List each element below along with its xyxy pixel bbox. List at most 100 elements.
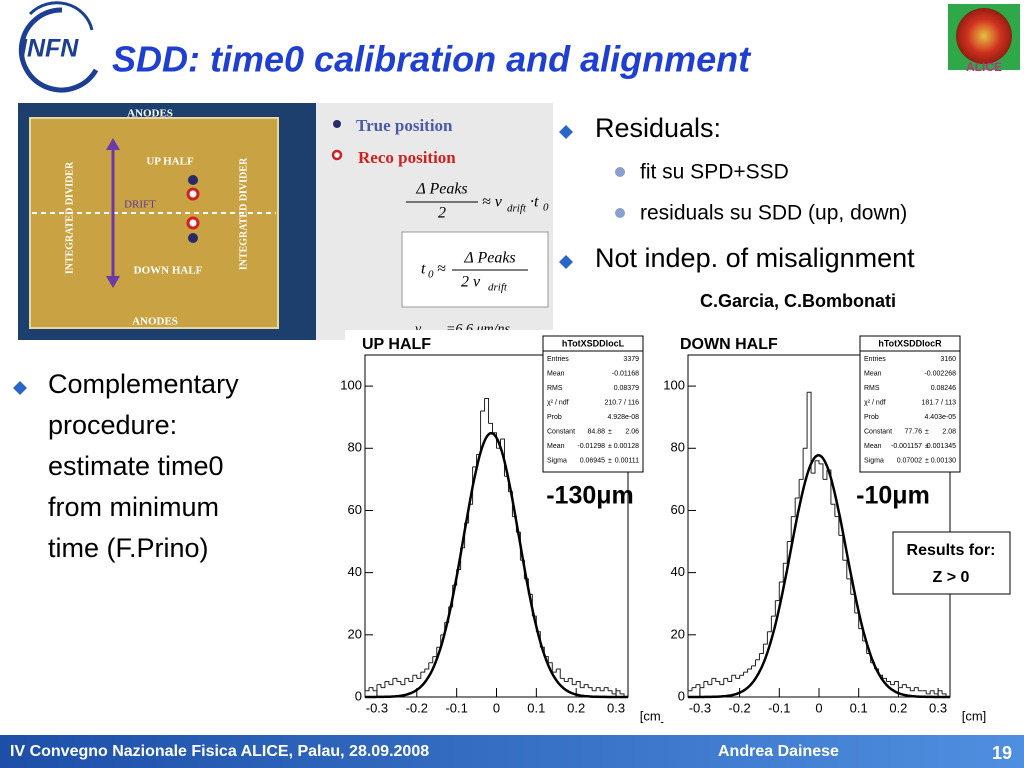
histogram-bin (392, 677, 398, 682)
formula-part: 0 (428, 269, 434, 281)
x-axis-label: [cm] (962, 708, 987, 723)
x-tick-label: 0.1 (527, 700, 545, 715)
histogram-bin (416, 672, 422, 679)
y-tick-label: 40 (348, 564, 362, 579)
y-tick-label: 40 (671, 564, 685, 579)
histogram-bin (428, 656, 434, 664)
histogram-bin (763, 631, 768, 645)
stats-value: 181.7 / 113 (921, 399, 956, 406)
y-tick-label: 80 (348, 440, 362, 455)
histogram-bin (695, 684, 701, 688)
histogram-bin (715, 680, 721, 685)
stats-pm: ± (608, 443, 612, 450)
logo-text: INFN (20, 35, 79, 63)
formula-part: Δ Peaks (463, 250, 515, 267)
logo-arc (18, 7, 99, 93)
histogram-bin (735, 675, 741, 679)
stats-label: Sigma (864, 457, 884, 464)
note-text: Z > 0 (933, 569, 970, 586)
stats-label: χ² / ndf (864, 399, 886, 406)
footer-event: IV Convegno Nazionale Fisica ALICE, Pala… (10, 743, 429, 760)
histogram-bin (480, 398, 486, 412)
stats-value: 0.08246 (931, 385, 956, 392)
diagram-label: ANODES (127, 108, 173, 120)
stats-label: Entries (547, 356, 569, 363)
y-tick-label: 0 (678, 688, 685, 703)
alice-logo: ALICE (948, 4, 1020, 74)
histogram-bin (819, 463, 824, 480)
histogram-bin (564, 678, 569, 682)
histogram-bin (739, 672, 745, 676)
stats-error: 2.08 (942, 428, 956, 435)
x-tick-label: -0.1 (768, 700, 790, 715)
histogram-bin (687, 687, 693, 697)
y-tick-label: 20 (348, 626, 362, 641)
x-tick-label: 0 (815, 700, 822, 715)
histogram-bin (580, 684, 585, 689)
stats-error: 0.00111 (615, 457, 639, 464)
stats-value: -0.002268 (924, 370, 956, 377)
x-tick-label: -0.1 (445, 700, 467, 715)
stats-error: 2.06 (625, 428, 639, 435)
histogram-bin (799, 448, 804, 480)
stats-label: Mean (864, 443, 882, 450)
sub-bullet-text: residuals su SDD (up, down) (640, 202, 907, 225)
legend-label: True position (356, 116, 453, 135)
stats-value: 0.08379 (614, 385, 639, 392)
bullet-text: time (F.Prino) (48, 533, 209, 563)
fit-curve (688, 454, 950, 699)
histogram-bin (548, 662, 553, 673)
histogram-bin (412, 674, 418, 679)
true-marker (188, 233, 198, 243)
bullet-text: Not indep. of misalignment (595, 243, 915, 273)
x-tick-label: 0 (493, 700, 500, 715)
x-tick-label: -0.2 (728, 700, 750, 715)
histogram-bin (420, 669, 426, 673)
histogram-bin (424, 662, 430, 670)
histogram-bin (376, 684, 382, 688)
histogram-bin (934, 690, 939, 695)
x-tick-label: 0.2 (567, 700, 585, 715)
histogram-bin (751, 659, 756, 667)
histogram-bin (560, 677, 565, 682)
diagram-label: INTEGRATED DIVIDER (64, 161, 75, 274)
histogram-bin (902, 684, 907, 688)
bullet-text: from minimum (48, 492, 219, 522)
stats-label: Prob (864, 414, 879, 421)
stats-value: 4.403e-05 (924, 414, 956, 421)
stats-label: χ² / ndf (547, 399, 569, 406)
histogram-bin (384, 680, 390, 685)
histogram-bin (380, 681, 386, 689)
stats-label: Prob (547, 414, 562, 421)
y-tick-label: 100 (663, 378, 685, 393)
histogram-bin (616, 690, 621, 694)
stats-label: Entries (864, 356, 886, 363)
formula-part: drift (507, 203, 527, 215)
true-marker (188, 175, 198, 185)
y-tick-label: 20 (671, 626, 685, 641)
stats-label: RMS (547, 385, 563, 392)
chart-title: UP HALF (362, 336, 431, 353)
histogram-bin (552, 669, 557, 673)
x-tick-label: -0.2 (406, 700, 428, 715)
charts: UP HALF 0 20 40 60 80 100 -0.3 -0.2 -0.1 0 0.1 0.2 0.… (340, 330, 1015, 723)
histogram-bin (894, 680, 899, 688)
formula-part: drift (488, 282, 508, 294)
histogram-bin (612, 690, 617, 695)
stats-value: 84.88 (587, 428, 605, 435)
chart-panel (660, 330, 1015, 722)
formula-part: ≈ v (482, 194, 503, 211)
annotation: -130μm (546, 482, 634, 510)
histogram-bin (368, 687, 374, 691)
stats-pm: ± (925, 443, 929, 450)
legend-label: Reco position (358, 148, 456, 167)
histogram-chart: DOWN HALF 0 20 40 60 80 100 -0.3 -0.2 -0.1 0 0.1 0.2… (660, 330, 1015, 723)
formula-part: 0 (543, 202, 549, 214)
bullet-text: Complementary (48, 369, 239, 399)
histogram-bin (719, 678, 725, 686)
histogram-bin (842, 559, 848, 579)
histogram-bin (886, 680, 891, 685)
histogram-bin (791, 498, 796, 518)
bullet-list: C.Garcia, C.Bombonati Residuals: fit su S… (13, 113, 915, 563)
stats-pm: ± (608, 457, 612, 464)
